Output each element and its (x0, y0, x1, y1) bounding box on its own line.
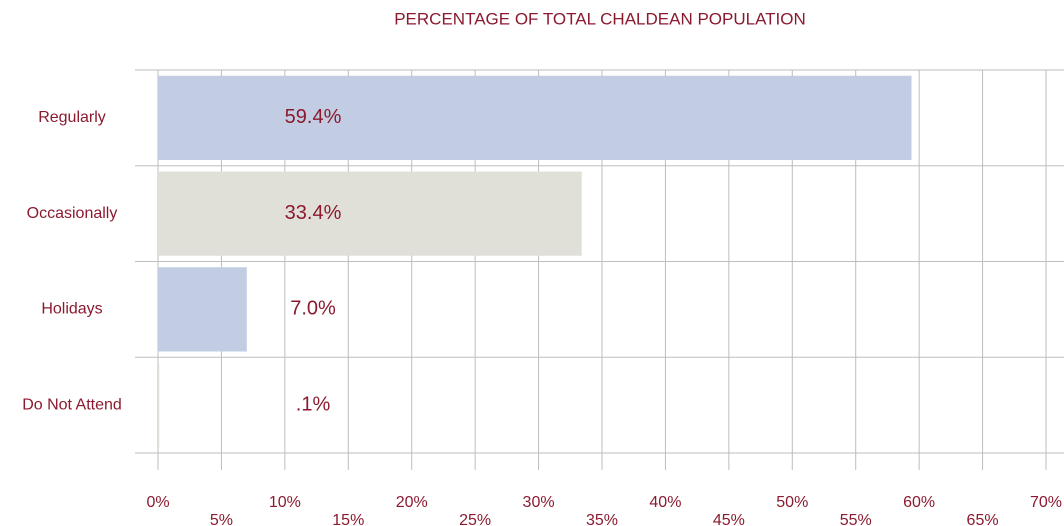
category-label: Regularly (38, 109, 106, 126)
category-label: Holidays (41, 301, 102, 318)
x-tick-label: 0% (146, 494, 169, 511)
x-tick-label: 70% (1030, 494, 1062, 511)
x-tick-label: 25% (459, 512, 491, 526)
bar (158, 362, 160, 448)
category-label: Do Not Attend (22, 396, 122, 413)
x-tick-label: 30% (523, 494, 555, 511)
category-label: Occasionally (27, 205, 118, 222)
x-tick-label: 65% (967, 512, 999, 526)
bar (158, 75, 912, 161)
x-tick-label: 10% (269, 494, 301, 511)
value-label: 33.4% (285, 202, 342, 224)
bar (158, 171, 582, 256)
x-tick-label: 45% (713, 512, 745, 526)
value-label: 59.4% (285, 106, 342, 128)
x-tick-label: 55% (840, 512, 872, 526)
x-tick-label: 20% (396, 494, 428, 511)
x-tick-label: 40% (649, 494, 681, 511)
x-tick-label: 35% (586, 512, 618, 526)
x-tick-label: 15% (332, 512, 364, 526)
chart-title: PERCENTAGE OF TOTAL CHALDEAN POPULATION (394, 9, 806, 28)
value-label: 7.0% (290, 298, 336, 320)
bar (158, 267, 247, 352)
x-tick-label: 60% (903, 494, 935, 511)
x-tick-label: 5% (210, 512, 233, 526)
value-label: .1% (296, 393, 331, 415)
x-tick-label: 50% (776, 494, 808, 511)
